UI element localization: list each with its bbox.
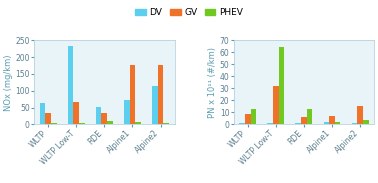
Bar	[45, 113, 51, 124]
Bar	[245, 114, 251, 124]
Bar	[107, 121, 113, 124]
Bar	[251, 109, 256, 124]
Bar	[102, 113, 107, 124]
Bar	[130, 65, 135, 124]
Bar	[363, 120, 369, 124]
Bar	[158, 64, 163, 124]
Legend: DV, GV, PHEV: DV, GV, PHEV	[132, 5, 246, 21]
Bar	[279, 47, 284, 124]
Bar	[152, 86, 158, 124]
Bar	[357, 106, 363, 124]
Bar	[135, 122, 141, 124]
Bar	[329, 116, 335, 124]
Bar	[296, 123, 301, 124]
Bar	[267, 123, 273, 124]
Bar	[335, 122, 341, 124]
Bar	[51, 123, 57, 124]
Bar	[307, 109, 312, 124]
Bar	[124, 100, 130, 124]
Bar	[73, 102, 79, 124]
Bar	[239, 123, 245, 124]
Y-axis label: NOx (mg/km): NOx (mg/km)	[3, 54, 12, 111]
Bar	[96, 107, 102, 124]
Bar	[324, 122, 329, 124]
Bar	[273, 86, 279, 124]
Y-axis label: PN x 10¹¹ (#/km): PN x 10¹¹ (#/km)	[208, 47, 217, 118]
Bar	[301, 117, 307, 124]
Bar	[79, 123, 85, 124]
Bar	[163, 123, 169, 124]
Bar	[68, 46, 73, 124]
Bar	[352, 123, 357, 124]
Bar	[40, 102, 45, 124]
